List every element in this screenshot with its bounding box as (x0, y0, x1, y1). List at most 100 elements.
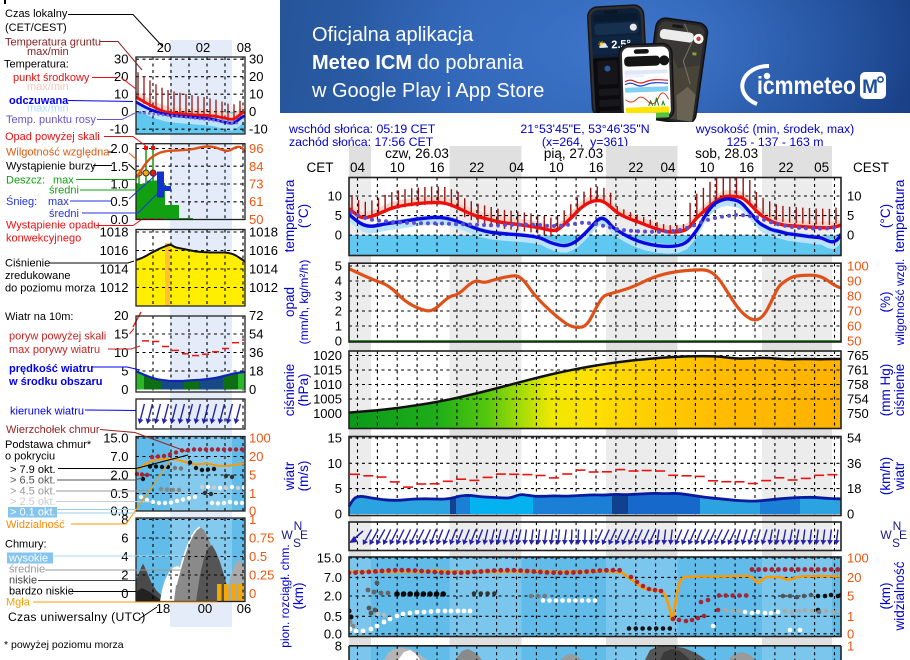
svg-text:61: 61 (249, 194, 263, 209)
svg-text:20: 20 (847, 570, 861, 585)
svg-text:15.0: 15.0 (103, 431, 128, 446)
svg-text:36: 36 (847, 456, 861, 471)
svg-text:(km): (km) (291, 583, 306, 610)
svg-text:1.0: 1.0 (110, 177, 128, 192)
svg-text:(mm Hg): (mm Hg) (878, 364, 893, 417)
svg-text:W: W (880, 528, 892, 542)
svg-text:kierunek wiatru: kierunek wiatru (10, 406, 84, 418)
svg-text:zredukowane: zredukowane (5, 270, 70, 282)
svg-text:1: 1 (335, 319, 342, 334)
svg-text:1012: 1012 (100, 280, 129, 295)
svg-text:max/min: max/min (27, 81, 69, 93)
svg-text:-10: -10 (110, 122, 129, 137)
svg-text:5: 5 (335, 259, 342, 274)
svg-text:1: 1 (249, 512, 256, 527)
svg-text:0: 0 (249, 504, 256, 519)
svg-text:10: 10 (390, 160, 405, 175)
svg-text:Ciśnienie: Ciśnienie (5, 258, 50, 270)
svg-text:wiatr: wiatr (892, 461, 907, 491)
svg-text:średni: średni (49, 185, 79, 197)
svg-text:-10: -10 (249, 122, 268, 137)
svg-text:0: 0 (121, 104, 128, 119)
svg-text:02: 02 (196, 40, 210, 55)
svg-text:1014: 1014 (100, 262, 129, 277)
svg-text:0.5: 0.5 (110, 486, 128, 501)
svg-text:04: 04 (660, 160, 676, 175)
svg-text:max/min: max/min (27, 103, 69, 115)
svg-text:0: 0 (249, 586, 256, 601)
svg-text:1010: 1010 (313, 377, 342, 392)
svg-text:1014: 1014 (249, 262, 278, 277)
svg-text:0: 0 (249, 104, 256, 119)
svg-text:2: 2 (121, 568, 128, 583)
svg-text:(°C): (°C) (296, 204, 311, 228)
svg-text:poryw powyżej skali: poryw powyżej skali (9, 331, 106, 343)
svg-text:średni: średni (49, 208, 79, 220)
svg-text:wiatr: wiatr (282, 461, 297, 491)
svg-text:* powyżej poziomu morza: * powyżej poziomu morza (4, 639, 124, 651)
svg-text:16: 16 (429, 160, 444, 175)
svg-text:6: 6 (121, 531, 128, 546)
svg-text:wysokie: wysokie (8, 553, 48, 565)
svg-text:Temp. punktu rosy: Temp. punktu rosy (6, 114, 96, 126)
svg-text:S: S (293, 536, 301, 550)
svg-text:max/min: max/min (27, 46, 69, 58)
svg-text:S: S (892, 536, 900, 550)
svg-text:80: 80 (847, 289, 861, 304)
svg-text:1: 1 (847, 609, 854, 624)
svg-text:> 2.5 okt.: > 2.5 okt. (10, 496, 56, 508)
svg-text:0.0: 0.0 (324, 626, 342, 641)
svg-text:90: 90 (847, 274, 861, 289)
svg-text:3: 3 (335, 289, 342, 304)
svg-text:18: 18 (156, 601, 170, 616)
svg-text:00: 00 (198, 601, 212, 616)
svg-text:5: 5 (249, 468, 256, 483)
svg-text:N: N (294, 519, 303, 533)
svg-text:750: 750 (847, 406, 869, 421)
svg-text:(hPa): (hPa) (296, 373, 311, 406)
svg-text:10: 10 (549, 160, 564, 175)
svg-text:odczuwana: odczuwana (9, 95, 69, 107)
svg-text:czw, 26.03: czw, 26.03 (385, 146, 449, 161)
svg-text:5: 5 (121, 364, 128, 379)
svg-text:do poziomu morza: do poziomu morza (5, 283, 96, 295)
svg-text:96: 96 (249, 141, 263, 156)
svg-text:1.5: 1.5 (110, 159, 128, 174)
svg-text:Temperatura:: Temperatura: (4, 59, 69, 71)
svg-text:5: 5 (335, 208, 342, 223)
svg-text:2.0: 2.0 (110, 141, 128, 156)
svg-text:W: W (281, 528, 293, 542)
svg-text:10: 10 (847, 189, 861, 204)
svg-text:pion. rozciągł. chm.: pion. rozciągł. chm. (278, 544, 292, 647)
svg-text:10: 10 (328, 189, 342, 204)
svg-text:> 7.9 okt.: > 7.9 okt. (10, 464, 56, 476)
svg-text:Wiatr na 10m:: Wiatr na 10m: (5, 311, 73, 323)
svg-text:0.0: 0.0 (110, 212, 128, 227)
svg-text:konwekcyjnego: konwekcyjnego (6, 233, 81, 245)
svg-text:0.5: 0.5 (249, 549, 267, 564)
svg-text:2.0: 2.0 (324, 589, 342, 604)
svg-text:1016: 1016 (249, 243, 278, 258)
svg-text:10: 10 (114, 87, 128, 102)
svg-text:16: 16 (589, 160, 604, 175)
svg-text:5: 5 (335, 481, 342, 496)
svg-text:E: E (899, 528, 907, 542)
svg-text:0.75: 0.75 (249, 531, 274, 546)
svg-text:1020: 1020 (313, 348, 342, 363)
svg-text:0: 0 (847, 507, 854, 522)
svg-text:Wystąpienie burzy: Wystąpienie burzy (6, 161, 96, 173)
svg-text:04: 04 (350, 160, 366, 175)
svg-text:M: M (862, 77, 878, 98)
svg-text:(km/h): (km/h) (878, 457, 893, 495)
svg-text:15.0: 15.0 (317, 551, 342, 566)
svg-text:60: 60 (847, 319, 861, 334)
svg-text:8: 8 (121, 512, 128, 527)
svg-text:(km): (km) (878, 583, 893, 610)
svg-text:30: 30 (114, 52, 128, 67)
svg-text:0: 0 (335, 228, 342, 243)
svg-text:0: 0 (121, 382, 128, 397)
svg-text:0: 0 (847, 228, 854, 243)
svg-text:0.5: 0.5 (110, 194, 128, 209)
svg-text:10: 10 (699, 160, 714, 175)
svg-text:18: 18 (249, 364, 263, 379)
